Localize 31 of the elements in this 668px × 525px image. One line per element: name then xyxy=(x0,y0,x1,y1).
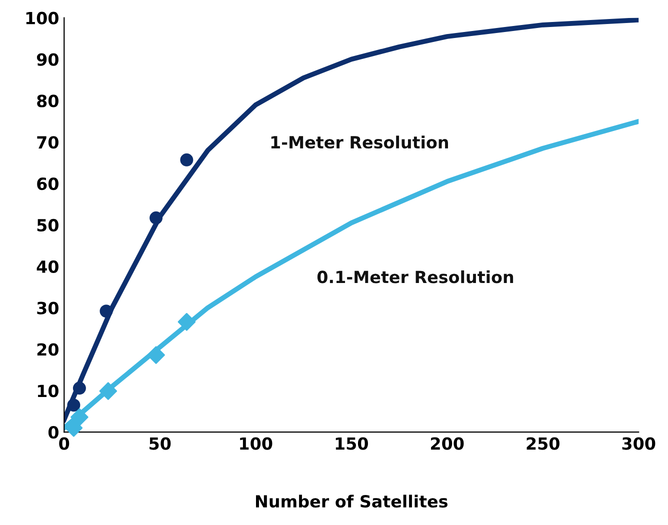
y-tick-label: 50 xyxy=(37,218,58,232)
point xyxy=(99,382,118,400)
y-tick-label: 70 xyxy=(37,136,58,149)
y-tick-label: 90 xyxy=(36,53,58,66)
x-tick-label: 50 xyxy=(150,437,171,450)
series-label: 1-Meter Resolution xyxy=(271,136,448,149)
point xyxy=(67,398,80,412)
x-tick-label: 150 xyxy=(336,437,368,450)
point xyxy=(180,153,194,166)
y-tick-label: 10 xyxy=(38,384,58,398)
y-tick-label: 0 xyxy=(48,426,58,439)
x-tick-label: 0 xyxy=(59,437,70,450)
line-series xyxy=(64,18,639,422)
x-tick-label: 300 xyxy=(622,437,656,450)
x-axis-title: Number of Satellites xyxy=(256,494,448,508)
y-tick-label: 30 xyxy=(37,302,58,314)
point xyxy=(147,346,165,364)
x-tick-label: 250 xyxy=(526,437,560,450)
y-tick-label: 80 xyxy=(37,94,58,108)
point xyxy=(178,312,196,331)
point xyxy=(72,382,86,395)
series-label: 0.1-Meter Resolution xyxy=(317,270,514,284)
y-tick-label: 40 xyxy=(36,260,58,273)
y-tick-label: 60 xyxy=(37,178,58,190)
x-tick-label: 200 xyxy=(431,437,464,450)
point xyxy=(70,408,88,426)
x-tick-label: 100 xyxy=(240,437,272,450)
point xyxy=(150,211,163,224)
y-tick-label: 100 xyxy=(26,12,58,24)
point xyxy=(100,304,113,318)
y-tick-label: 20 xyxy=(37,343,58,356)
